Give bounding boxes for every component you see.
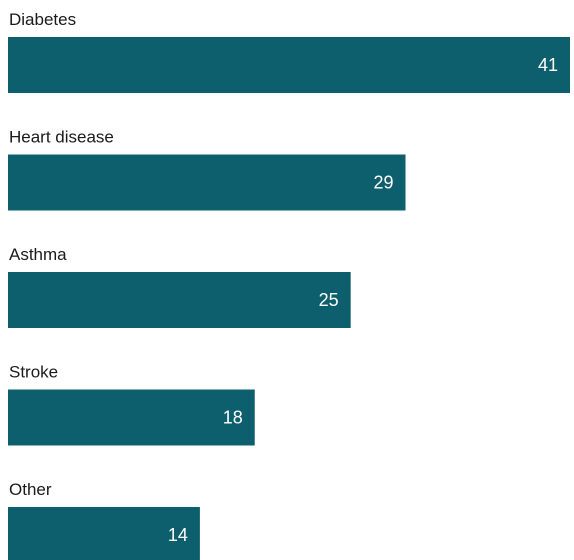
bar bbox=[8, 37, 570, 93]
bars-layer: Diabetes 41 Heart disease 29 Asthma 25 Stroke 1… bbox=[8, 10, 570, 560]
bar bbox=[8, 389, 255, 446]
bar bbox=[8, 507, 200, 560]
category-label: Heart disease bbox=[9, 128, 114, 147]
category-label: Stroke bbox=[9, 363, 58, 382]
value-label: 41 bbox=[538, 55, 558, 75]
value-label: 29 bbox=[373, 173, 393, 193]
value-label: 18 bbox=[223, 408, 243, 428]
bar bbox=[8, 272, 351, 328]
bar bbox=[8, 154, 406, 211]
value-label: 25 bbox=[319, 290, 339, 310]
category-label: Diabetes bbox=[9, 10, 76, 29]
category-label: Other bbox=[9, 480, 52, 499]
value-label: 14 bbox=[168, 525, 188, 545]
category-label: Asthma bbox=[9, 245, 67, 264]
